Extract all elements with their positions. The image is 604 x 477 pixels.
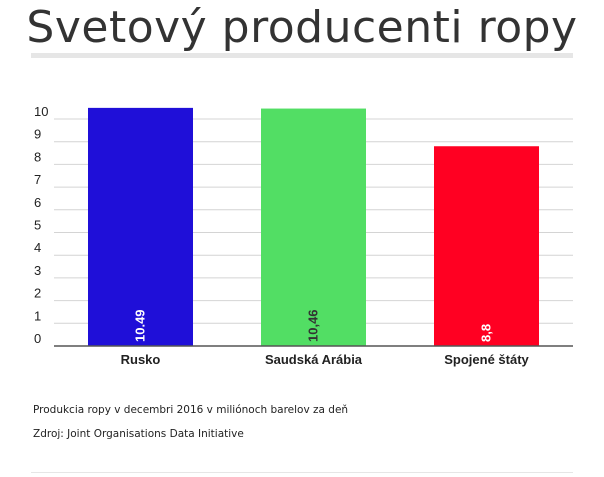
- y-tick-label: 0: [34, 331, 41, 346]
- bar: [434, 146, 539, 346]
- bars: 10.49 10,46 8,8: [88, 107, 539, 346]
- y-axis-ticks: 0 1 2 3 4 5 6 7 8 9 10: [34, 104, 48, 346]
- bar-chart: 0 1 2 3 4 5 6 7 8 9 10 10.49 10,46 8,8 Rusko Saudská …: [34, 104, 573, 367]
- y-tick-label: 4: [34, 240, 41, 255]
- bar-value-label: 10.49: [133, 309, 148, 342]
- x-axis-ticks: Rusko Saudská Arábia Spojené štáty: [121, 352, 530, 367]
- x-tick-label: Saudská Arábia: [265, 352, 363, 367]
- chart-description: Produkcia ropy v decembri 2016 v milióno…: [33, 404, 349, 416]
- title-divider: [31, 53, 573, 58]
- bar-value-label: 8,8: [479, 324, 494, 342]
- chart-source: Zdroj: Joint Organisations Data Initiati…: [33, 428, 244, 440]
- bar: [261, 108, 366, 346]
- y-tick-label: 5: [34, 218, 41, 233]
- y-tick-label: 6: [34, 195, 41, 210]
- footer-divider: [31, 472, 573, 473]
- y-tick-label: 3: [34, 263, 41, 278]
- y-tick-label: 10: [34, 104, 48, 119]
- y-tick-label: 8: [34, 149, 41, 164]
- y-tick-label: 2: [34, 286, 41, 301]
- x-tick-label: Spojené štáty: [444, 352, 529, 367]
- chart-title: Svetový producenti ropy: [26, 2, 578, 53]
- bar: [88, 107, 193, 346]
- bar-value-label: 10,46: [306, 309, 321, 342]
- y-tick-label: 1: [34, 308, 41, 323]
- x-tick-label: Rusko: [121, 352, 161, 367]
- y-tick-label: 9: [34, 127, 41, 142]
- y-tick-label: 7: [34, 172, 41, 187]
